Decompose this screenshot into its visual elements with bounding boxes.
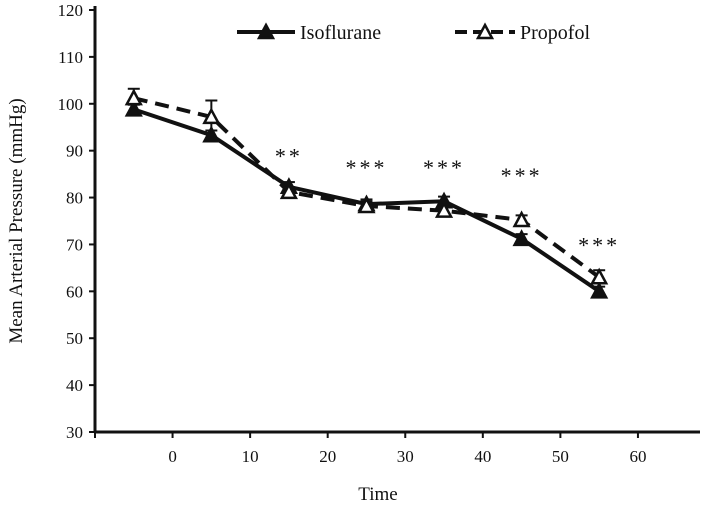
data-point-isoflurane [590, 281, 609, 299]
y-tick-label: 60 [66, 282, 83, 301]
y-tick-label: 90 [66, 142, 83, 161]
data-point-propofol [202, 107, 221, 125]
significance-annotation: *** [578, 232, 620, 257]
significance-annotation: *** [345, 155, 387, 180]
x-tick-label: 50 [552, 447, 569, 466]
data-point-isoflurane [202, 125, 221, 143]
data-point-propofol [124, 88, 143, 106]
significance-annotation: ** [275, 143, 303, 168]
significance-annotation: *** [423, 155, 465, 180]
x-axis-label: Time [358, 484, 397, 505]
x-tick-label: 20 [319, 447, 336, 466]
legend-label-isoflurane: Isoflurane [300, 22, 381, 44]
data-point-propofol [279, 182, 299, 200]
y-tick-label: 50 [66, 329, 83, 348]
x-tick-label: 0 [168, 447, 177, 466]
y-tick-label: 120 [58, 1, 84, 20]
legend: Isoflurane Propofol [237, 22, 590, 44]
data-point-propofol [512, 210, 531, 228]
legend-marker-propofol [475, 22, 495, 40]
x-tick-label: 60 [629, 447, 646, 466]
y-tick-label: 80 [66, 189, 83, 208]
y-tick-label: 70 [66, 235, 83, 254]
data-point-propofol [590, 267, 609, 285]
y-tick-label: 40 [66, 376, 83, 395]
y-axis-label: Mean Arterial Pressure (mmHg) [6, 98, 27, 343]
data-point-propofol [357, 196, 376, 214]
x-tick-label: 30 [397, 447, 414, 466]
axes: 30 40 50 60 70 80 90 100 110 120 0 10 20 30 40 50 60 [58, 1, 700, 466]
legend-label-propofol: Propofol [520, 22, 590, 44]
y-tick-label: 100 [58, 95, 84, 114]
significance-annotation: *** [501, 163, 543, 188]
y-tick-label: 110 [58, 48, 83, 67]
data-point-isoflurane [124, 99, 143, 117]
x-tick-label: 40 [474, 447, 491, 466]
legend-marker-isoflurane [256, 22, 276, 40]
data-marks: ** *** *** ****** [124, 87, 620, 299]
data-point-isoflurane [512, 229, 531, 247]
x-tick-label: 10 [242, 447, 259, 466]
y-tick-label: 30 [66, 423, 83, 442]
data-point-propofol [434, 201, 454, 218]
